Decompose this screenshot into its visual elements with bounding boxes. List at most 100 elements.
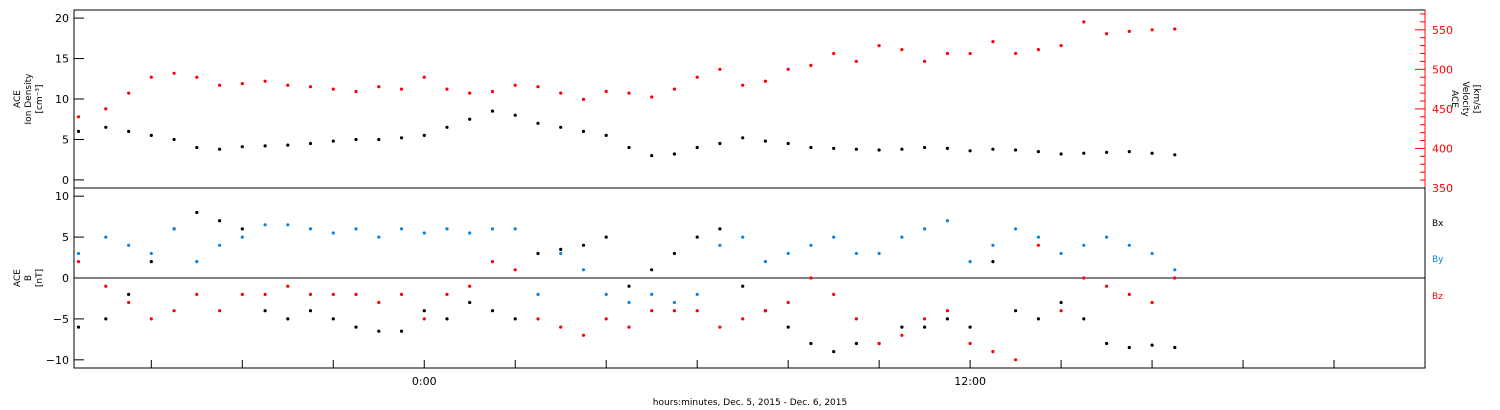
density-point: [399, 136, 404, 140]
velocity-tick-label: 400: [1432, 142, 1453, 155]
field-point-bz: [377, 300, 381, 305]
density-point: [286, 143, 290, 147]
field-point-bx: [672, 251, 677, 256]
field-point-bx: [218, 219, 222, 223]
field-point-by: [1173, 268, 1177, 272]
field-point-bx: [513, 317, 517, 321]
field-point-by: [536, 292, 540, 296]
field-point-by: [832, 235, 836, 239]
density-point: [1127, 150, 1131, 154]
velocity-tick-label: 550: [1432, 24, 1453, 37]
density-point: [1150, 151, 1154, 155]
field-point-bx: [581, 243, 586, 247]
velocity-axis-label-line2: Velocity: [1460, 81, 1470, 117]
density-point: [559, 125, 563, 129]
field-point-by: [377, 235, 381, 239]
velocity-point: [172, 71, 176, 75]
velocity-point: [786, 67, 790, 71]
density-point: [490, 109, 495, 113]
field-point-by: [422, 231, 426, 235]
velocity-point: [923, 59, 927, 64]
field-point-bz: [1105, 284, 1109, 288]
field-point-bz: [627, 325, 631, 329]
density-point: [763, 139, 768, 143]
density-point: [445, 125, 449, 129]
field-point-bx: [240, 227, 244, 231]
density-point: [104, 125, 108, 129]
velocity-axis-ticks: 350 400 450 500 550: [1415, 10, 1453, 195]
field-point-by: [763, 260, 768, 264]
velocity-point: [1173, 27, 1177, 31]
field-point-by: [513, 227, 517, 231]
velocity-point: [1014, 51, 1018, 56]
field-point-by: [695, 292, 699, 296]
density-point: [1014, 148, 1018, 152]
field-point-bz: [240, 292, 244, 296]
velocity-tick-label: 500: [1432, 63, 1453, 76]
field-point-by: [1082, 243, 1086, 247]
field-point-by: [854, 251, 859, 256]
velocity-point: [149, 75, 153, 79]
field-point-by: [650, 292, 654, 296]
field-point-bz: [559, 325, 563, 329]
field-point-bz: [149, 317, 153, 321]
field-point-bx: [422, 309, 426, 313]
velocity-point: [422, 75, 426, 79]
field-point-bx: [968, 325, 972, 329]
density-axis-ticks: 0 5 10 15 20: [55, 12, 84, 187]
field-point-bz: [536, 317, 540, 321]
field-point-bx: [104, 317, 108, 321]
legend-bx: Bx: [1432, 219, 1444, 229]
field-point-bz: [1036, 243, 1040, 247]
field-point-bz: [331, 292, 335, 296]
field-point-bx: [786, 325, 790, 329]
velocity-point: [854, 59, 859, 64]
field-point-by: [1036, 235, 1040, 239]
field-point-bz: [923, 317, 927, 321]
density-point: [149, 133, 153, 137]
density-axis-label-line2: Ion Density: [24, 73, 34, 125]
velocity-axis-label-line3: [km/s]: [1471, 85, 1481, 114]
density-point: [422, 133, 426, 137]
field-point-bz: [1173, 276, 1177, 280]
field-point-by: [1014, 227, 1018, 231]
velocity-point: [832, 51, 836, 56]
field-point-bz: [286, 284, 290, 288]
field-point-bz: [718, 325, 722, 329]
field-point-bz: [581, 333, 586, 337]
time-tick-label: 12:00: [954, 375, 986, 388]
field-point-by: [945, 219, 950, 223]
density-point: [308, 141, 313, 146]
velocity-point: [240, 82, 244, 86]
field-point-bz: [1127, 292, 1131, 296]
field-point-bx: [490, 309, 495, 313]
velocity-point: [1036, 48, 1040, 52]
field-point-by: [741, 235, 745, 239]
field-point-bx: [991, 260, 995, 264]
velocity-point: [218, 83, 222, 87]
density-point: [900, 147, 904, 151]
bottom-panel: −10 −5 0 5 10 0:00 12:00 ACE B [nT] Bx By Bz: [13, 187, 1444, 388]
field-point-bx: [741, 284, 745, 288]
field-point-bx: [854, 341, 859, 346]
field-point-by: [1105, 235, 1109, 239]
field-point-bx: [354, 325, 358, 329]
field-axis-ticks: −10 −5 0 5 10: [46, 190, 84, 367]
top-plot-frame: [73, 9, 1426, 189]
velocity-point: [559, 91, 563, 95]
velocity-axis-label-line1: ACE: [1449, 90, 1459, 108]
field-point-bx: [559, 247, 563, 251]
density-tick-label: 15: [55, 53, 69, 66]
field-point-bz: [900, 333, 904, 337]
density-point: [218, 147, 222, 151]
field-point-bx: [604, 235, 608, 239]
density-point: [1059, 152, 1063, 156]
velocity-point: [354, 89, 358, 94]
field-point-by: [468, 231, 472, 235]
field-point-by: [968, 260, 972, 264]
velocity-point: [627, 91, 631, 95]
time-tick-label: 0:00: [412, 375, 437, 388]
density-point: [968, 149, 972, 153]
field-point-bz: [195, 292, 199, 296]
